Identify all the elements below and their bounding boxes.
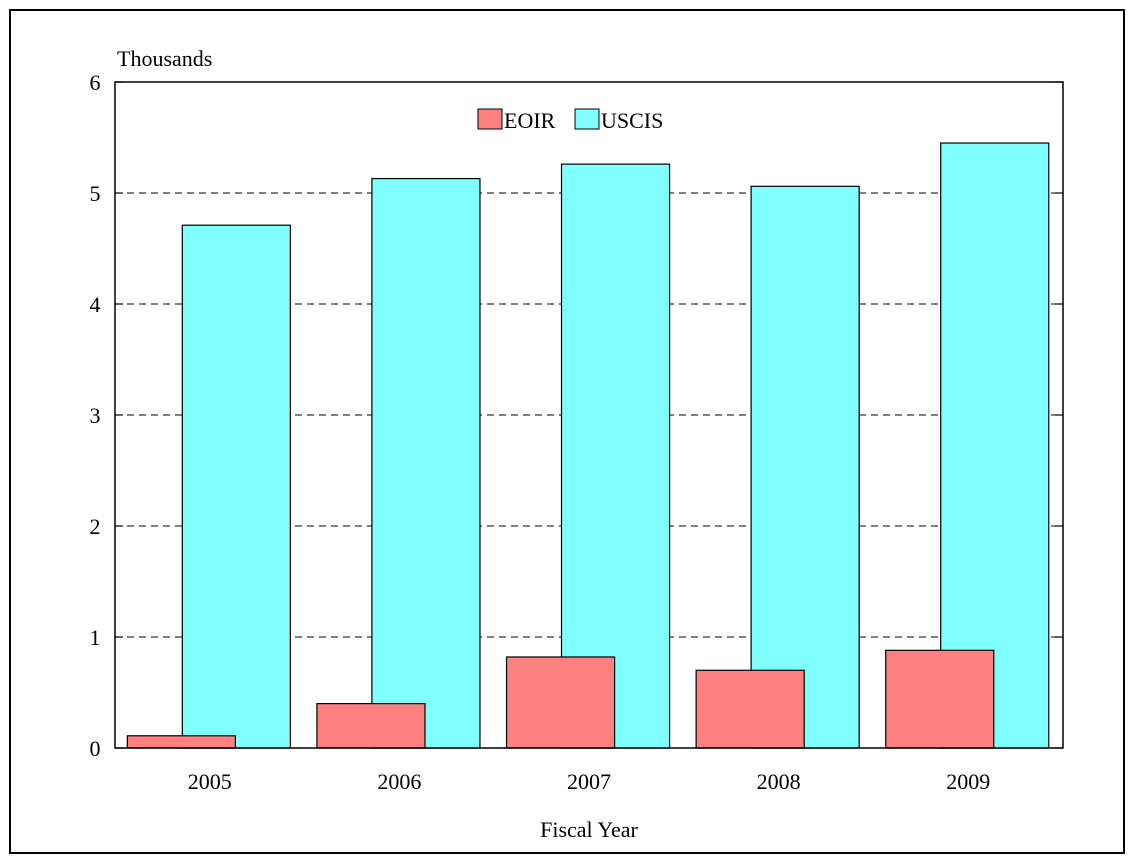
y-tick-label: 2 <box>90 514 101 539</box>
y-tick-label: 6 <box>90 70 101 95</box>
y-tick-label: 4 <box>90 292 101 317</box>
bar-eoir-2006 <box>316 702 426 749</box>
x-tick-label: 2008 <box>757 769 801 794</box>
x-axis-title: Fiscal Year <box>540 817 638 842</box>
bar-eoir-2007 <box>505 656 616 749</box>
y-tick-label: 5 <box>90 181 101 206</box>
legend: EOIR USCIS <box>477 108 663 133</box>
bar-uscis-2006 <box>371 177 481 749</box>
legend-swatch-eoir <box>477 108 503 130</box>
bar-uscis-2005 <box>181 224 291 749</box>
legend-label-uscis: USCIS <box>601 108 663 133</box>
x-tick-label: 2009 <box>946 769 990 794</box>
x-axis-ticks: 2005 2006 2007 2008 2009 <box>188 769 990 794</box>
y-tick-label: 3 <box>90 403 101 428</box>
y-tick-label: 0 <box>90 736 101 761</box>
x-tick-label: 2007 <box>567 769 611 794</box>
y-tick-label: 1 <box>90 625 101 650</box>
bar-uscis-2009 <box>940 142 1050 749</box>
legend-label-eoir: EOIR <box>504 108 556 133</box>
legend-swatch-uscis <box>574 108 600 130</box>
y-axis-ticks: 0 1 2 3 4 5 6 <box>90 70 1063 761</box>
bar-eoir-2009 <box>885 649 995 749</box>
x-tick-label: 2006 <box>377 769 421 794</box>
bar-uscis-2007 <box>560 163 671 749</box>
bars <box>126 142 1050 749</box>
x-tick-label: 2005 <box>188 769 232 794</box>
bar-eoir-2008 <box>695 669 805 749</box>
bar-uscis-2008 <box>750 185 860 749</box>
unit-label: Thousands <box>117 46 212 71</box>
bar-eoir-2005 <box>126 735 236 749</box>
